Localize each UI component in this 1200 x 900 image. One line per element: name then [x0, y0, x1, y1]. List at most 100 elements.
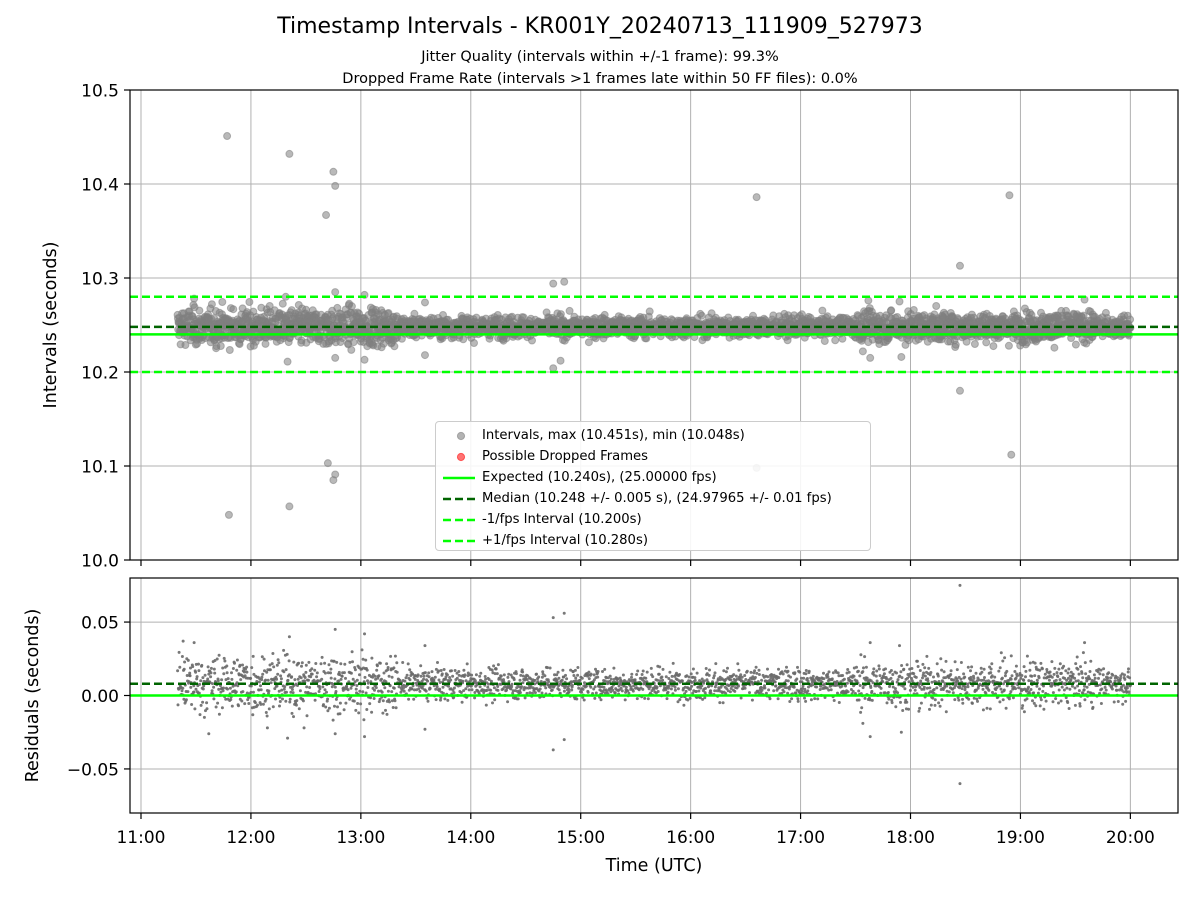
residuals-point	[608, 679, 612, 683]
residuals-point	[583, 681, 586, 685]
residuals-point	[310, 667, 314, 671]
residuals-point	[714, 662, 718, 666]
residuals-point	[581, 687, 585, 691]
residuals-point	[691, 691, 695, 695]
residuals-point	[368, 702, 372, 706]
residuals-point	[226, 687, 229, 691]
residuals-point	[298, 689, 302, 693]
residuals-point	[295, 699, 299, 703]
residuals-point	[401, 661, 405, 664]
residuals-point	[669, 687, 673, 691]
residuals-point	[225, 671, 229, 675]
residuals-point	[786, 679, 790, 683]
residuals-point	[608, 674, 612, 678]
residuals-point	[366, 679, 369, 683]
residuals-point	[457, 670, 461, 673]
intervals-point	[820, 337, 829, 345]
residuals-point	[493, 672, 497, 676]
residuals-point	[436, 661, 439, 664]
residuals-point	[697, 689, 701, 693]
intervals-outlier-point	[420, 298, 429, 307]
residuals-point	[237, 704, 240, 708]
residuals-point	[695, 671, 699, 675]
residuals-point	[225, 664, 229, 668]
residuals-point	[217, 712, 221, 716]
residuals-point	[445, 673, 449, 677]
residuals-point	[558, 682, 562, 686]
residuals-point	[342, 671, 346, 675]
residuals-point	[520, 685, 523, 689]
residuals-point	[361, 690, 365, 694]
residuals-point	[284, 699, 288, 703]
residuals-point	[773, 680, 777, 684]
residuals-point	[385, 712, 389, 716]
residuals-point	[264, 711, 268, 714]
residuals-point	[305, 714, 309, 718]
residuals-point	[297, 661, 301, 665]
residuals-point	[451, 674, 455, 678]
intervals-frame	[129, 89, 1179, 561]
residuals-point	[392, 686, 396, 690]
residuals-point	[308, 686, 312, 689]
residuals-point	[305, 685, 309, 689]
residuals-point	[511, 691, 515, 695]
residuals-point	[235, 658, 239, 662]
residuals-point	[768, 697, 772, 701]
residuals-point	[693, 676, 697, 680]
residuals-point	[589, 672, 593, 676]
residuals-point	[757, 673, 761, 676]
residuals-point	[273, 687, 277, 691]
intervals-point	[831, 336, 840, 345]
residuals-point	[205, 701, 209, 705]
residuals-point	[465, 662, 469, 666]
residuals-point	[580, 690, 584, 694]
residuals-point	[300, 661, 304, 665]
residuals-point	[593, 696, 597, 700]
residuals-point	[320, 677, 324, 681]
residuals-point	[277, 661, 281, 665]
residuals-point	[782, 690, 786, 694]
residuals-point	[645, 670, 649, 674]
residuals-point	[460, 700, 464, 704]
residuals-point	[194, 662, 198, 666]
residuals-point	[434, 667, 438, 671]
residuals-point	[323, 688, 327, 692]
residuals-point	[224, 697, 228, 701]
residuals-point	[186, 690, 190, 694]
residuals-point	[594, 691, 598, 695]
residuals-point	[785, 686, 789, 690]
residuals-point	[709, 689, 713, 693]
residuals-point	[452, 686, 456, 690]
residuals-point	[351, 660, 354, 664]
residuals-point	[439, 696, 443, 700]
residuals-point	[426, 699, 430, 703]
intervals-point	[225, 346, 234, 354]
intervals-point	[349, 338, 358, 347]
residuals-point	[572, 674, 576, 677]
residuals-point	[406, 662, 410, 666]
residuals-point	[245, 665, 249, 669]
residuals-point	[369, 680, 373, 684]
residuals-point	[473, 691, 477, 694]
residuals-point	[712, 674, 716, 678]
residuals-point	[592, 687, 596, 691]
residuals-point	[356, 702, 360, 705]
residuals-point	[516, 697, 520, 701]
residuals-point	[503, 685, 507, 689]
residuals-point	[603, 667, 607, 671]
residuals-point	[502, 673, 506, 677]
residuals-plot-area	[130, 583, 1178, 786]
residuals-point	[796, 665, 799, 669]
residuals-point	[670, 674, 674, 678]
residuals-point	[582, 698, 586, 702]
residuals-point	[613, 691, 617, 695]
residuals-point	[685, 674, 689, 678]
residuals-point	[238, 663, 242, 667]
residuals-point	[326, 671, 330, 675]
residuals-point	[287, 659, 291, 663]
residuals-point	[482, 691, 486, 695]
residuals-point	[676, 687, 680, 691]
residuals-point	[340, 674, 344, 678]
residuals-point	[446, 698, 450, 702]
residuals-point	[528, 691, 532, 695]
